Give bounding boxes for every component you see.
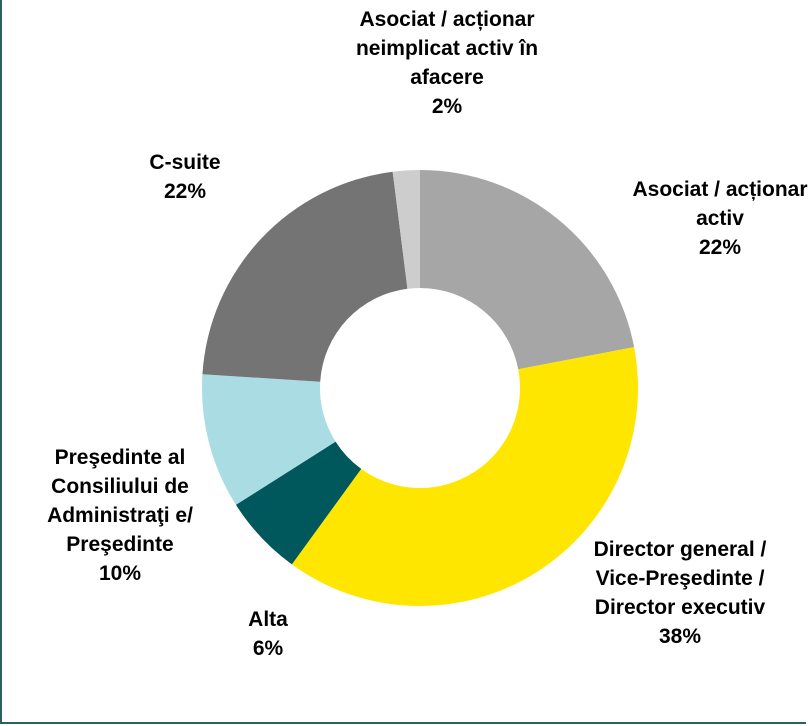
category-label: Asociat / acționar activ bbox=[632, 178, 808, 230]
value-label: 22% bbox=[698, 236, 742, 259]
slice bbox=[420, 170, 635, 370]
value-label: 10% bbox=[98, 562, 142, 585]
category-label: Asociat / acționar neimplicat activ în a… bbox=[355, 8, 539, 89]
slice bbox=[291, 347, 638, 606]
slice-label: Director general / Vice-Preşedinte / Dir… bbox=[593, 535, 768, 651]
value-label: 38% bbox=[658, 625, 702, 648]
value-label: 6% bbox=[252, 637, 284, 660]
slice bbox=[392, 170, 420, 289]
slice bbox=[202, 171, 408, 382]
slice-label: Asociat / acționar neimplicat activ în a… bbox=[337, 5, 557, 121]
slice-label: C-suite 22% bbox=[125, 148, 245, 206]
slice bbox=[202, 374, 336, 505]
category-label: Preşedinte al Consiliului de Administraţ… bbox=[47, 446, 193, 556]
category-label: C-suite bbox=[149, 151, 221, 174]
value-label: 2% bbox=[431, 95, 463, 118]
slice-label: Alta 6% bbox=[228, 605, 308, 663]
slice bbox=[235, 441, 362, 565]
category-label: Director general / Vice-Preşedinte / Dir… bbox=[593, 538, 767, 619]
value-label: 22% bbox=[163, 180, 207, 203]
category-label: Alta bbox=[248, 608, 288, 631]
slice-label: Asociat / acționar activ 22% bbox=[625, 175, 808, 262]
slice-label: Preşedinte al Consiliului de Administraţ… bbox=[20, 443, 220, 588]
